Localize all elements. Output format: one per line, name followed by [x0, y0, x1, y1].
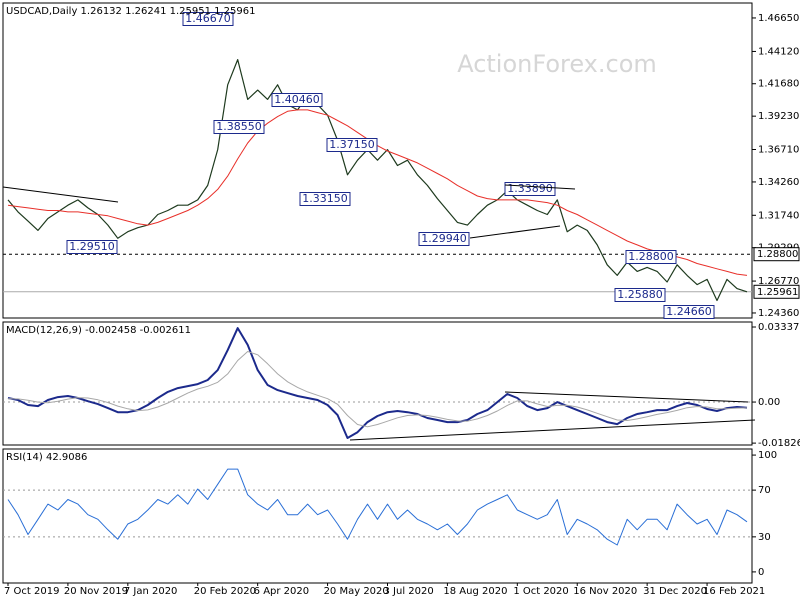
- panel-frame: [2, 2, 753, 319]
- x-tick-label: 7 Oct 2019: [4, 586, 59, 597]
- panel-frame: [2, 448, 753, 584]
- x-tick-label: 31 Dec 2020: [643, 586, 707, 597]
- y-tick-label: 1.26770: [758, 276, 799, 287]
- trend-line: [349, 419, 756, 441]
- x-tick-label: 20 Nov 2019: [64, 586, 128, 597]
- x-tick-label: 20 Feb 2020: [194, 586, 256, 597]
- series-line: [7, 351, 748, 428]
- annotation: 1.46670: [185, 12, 231, 25]
- reference-label-box: [753, 284, 800, 299]
- y-tick-label: 1.41680: [758, 79, 799, 90]
- annotation-box: [66, 240, 118, 254]
- x-tick-label: 18 Aug 2020: [443, 586, 507, 597]
- annotation: 1.40460: [274, 93, 320, 106]
- annotation-box: [182, 12, 234, 26]
- annotation: 1.29940: [421, 232, 467, 245]
- y-tick-label: 30: [758, 532, 771, 543]
- watermark: ActionForex.com: [457, 50, 657, 78]
- y-tick-label: 70: [758, 485, 771, 496]
- y-tick-label: -0.018262: [758, 438, 800, 449]
- y-tick-label: 1.34260: [758, 177, 799, 188]
- annotation-box: [213, 120, 265, 134]
- y-tick-label: 1.24360: [758, 308, 799, 319]
- trend-line: [2, 186, 119, 203]
- y-tick-label: 0: [758, 567, 764, 578]
- annotation-box: [614, 288, 666, 302]
- x-tick-label: 3 Jul 2020: [383, 586, 433, 597]
- x-tick-label: 6 Apr 2020: [254, 586, 309, 597]
- y-tick-label: 0.00: [758, 397, 780, 408]
- reference-label-box: [753, 247, 800, 262]
- x-tick-label: 1 Oct 2020: [513, 586, 568, 597]
- panel-title: RSI(14) 42.9086: [6, 452, 87, 463]
- reference-label: 1.25961: [757, 287, 798, 298]
- annotation: 1.29510: [69, 240, 115, 253]
- annotation: 1.37150: [329, 138, 375, 151]
- trend-lines: [2, 184, 756, 441]
- annotation-box: [418, 232, 470, 246]
- annotation-box: [663, 305, 715, 319]
- trend-line: [504, 184, 576, 190]
- y-tick-label: 1.44120: [758, 46, 799, 57]
- annotation-box: [299, 192, 351, 206]
- annotation-box: [625, 250, 677, 264]
- y-tick-label: 1.39230: [758, 111, 799, 122]
- annotation: 1.33890: [507, 182, 553, 195]
- y-tick-label: 1.36710: [758, 145, 799, 156]
- panel-frame: [2, 321, 753, 446]
- reference-label: 1.28800: [757, 249, 798, 260]
- series-line: [7, 468, 748, 546]
- panel-title: USDCAD,Daily 1.26132 1.26241 1.25951 1.2…: [6, 6, 256, 17]
- annotation: 1.24660: [666, 305, 712, 318]
- x-tick-label: 20 May 2020: [324, 586, 389, 597]
- y-tick-label: 1.46650: [758, 13, 799, 24]
- trend-line: [504, 391, 749, 403]
- x-tick-label: 16 Nov 2020: [573, 586, 637, 597]
- annotation: 1.33150: [302, 192, 348, 205]
- y-tick-label: 100: [758, 450, 777, 461]
- y-tick-label: 1.31740: [758, 210, 799, 221]
- panel-title: MACD(12,26,9) -0.002458 -0.002611: [6, 325, 191, 336]
- y-tick-label: 0.03337: [758, 322, 799, 333]
- annotation-box: [326, 138, 378, 152]
- trend-line: [469, 225, 561, 239]
- annotation: 1.28800: [628, 250, 674, 263]
- annotation: 1.38550: [216, 120, 262, 133]
- series-line: [7, 59, 748, 302]
- x-tick-label: 16 Feb 2021: [703, 586, 765, 597]
- annotation: 1.25880: [617, 288, 663, 301]
- x-tick-label: 7 Jan 2020: [124, 586, 178, 597]
- annotation-box: [271, 93, 323, 107]
